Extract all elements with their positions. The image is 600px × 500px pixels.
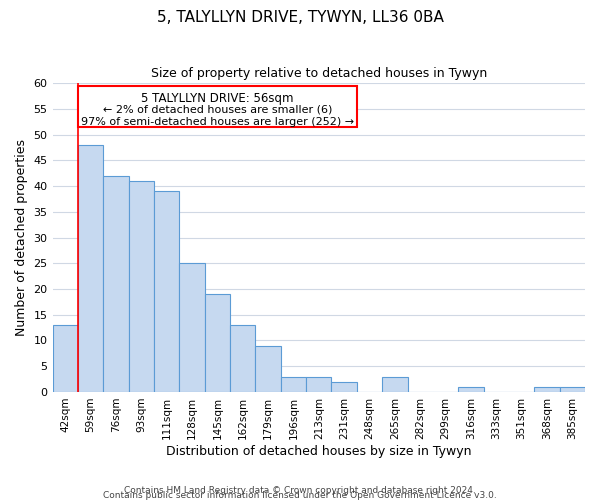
Text: 5, TALYLLYN DRIVE, TYWYN, LL36 0BA: 5, TALYLLYN DRIVE, TYWYN, LL36 0BA [157,10,443,25]
Bar [154,191,179,392]
Text: Contains public sector information licensed under the Open Government Licence v3: Contains public sector information licen… [103,490,497,500]
Bar [306,376,331,392]
Bar [560,387,585,392]
Bar [281,376,306,392]
Bar [205,294,230,392]
Text: 97% of semi-detached houses are larger (252) →: 97% of semi-detached houses are larger (… [81,116,354,126]
Bar [179,263,205,392]
Bar [331,382,357,392]
Bar [534,387,560,392]
Title: Size of property relative to detached houses in Tywyn: Size of property relative to detached ho… [151,68,487,80]
Text: 5 TALYLLYN DRIVE: 56sqm: 5 TALYLLYN DRIVE: 56sqm [141,92,293,106]
Bar [78,145,103,392]
Y-axis label: Number of detached properties: Number of detached properties [15,139,28,336]
Bar [103,176,128,392]
Bar [53,325,78,392]
Bar [458,387,484,392]
Bar [382,376,407,392]
Text: ← 2% of detached houses are smaller (6): ← 2% of detached houses are smaller (6) [103,104,332,115]
FancyBboxPatch shape [78,86,357,127]
Bar [128,181,154,392]
X-axis label: Distribution of detached houses by size in Tywyn: Distribution of detached houses by size … [166,444,472,458]
Text: Contains HM Land Registry data © Crown copyright and database right 2024.: Contains HM Land Registry data © Crown c… [124,486,476,495]
Bar [256,346,281,392]
Bar [230,325,256,392]
